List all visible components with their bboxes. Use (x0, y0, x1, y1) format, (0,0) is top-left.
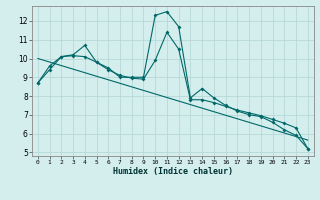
X-axis label: Humidex (Indice chaleur): Humidex (Indice chaleur) (113, 167, 233, 176)
